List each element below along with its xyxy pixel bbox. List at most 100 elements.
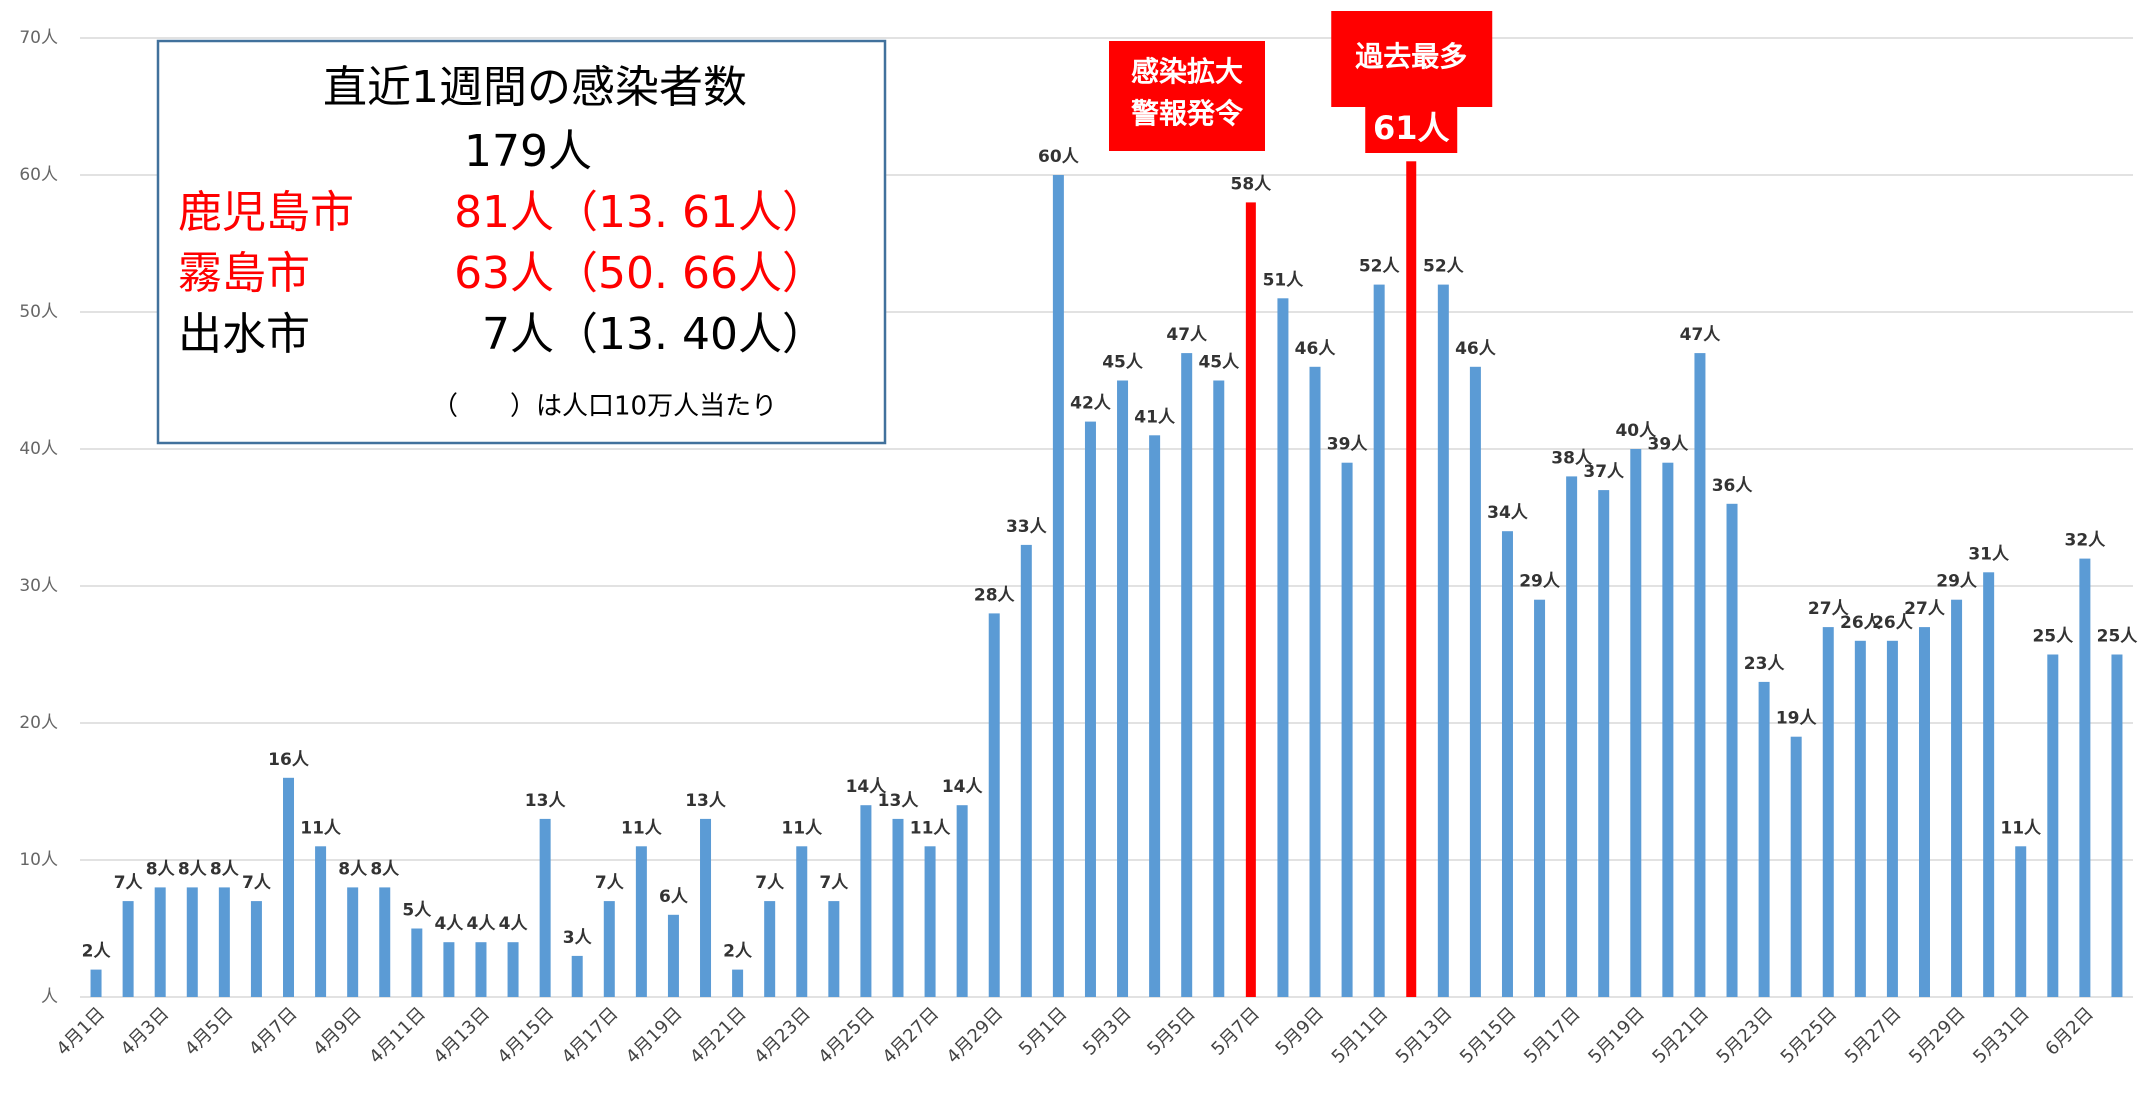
bar [1630,449,1642,997]
x-tick-label: 4月13日 [429,1003,494,1068]
data-label: 5人 [402,901,432,921]
y-tick-label: 40人 [19,439,58,459]
info-title: 直近1週間の感染者数 [323,62,747,113]
data-label: 6人 [659,887,689,907]
bar [379,887,391,997]
info-row-name: 霧島市 [178,248,310,299]
bar [1213,380,1225,997]
info-box [156,39,887,445]
bar [1790,736,1802,997]
data-label: 13人 [685,791,727,811]
bar [1373,284,1385,998]
data-label: 4人 [467,914,497,934]
data-label: 42人 [1070,394,1112,414]
bar [1534,599,1546,997]
bar [700,818,712,997]
x-tick-label: 5月9日 [1272,1003,1329,1060]
data-label: 29人 [1519,572,1561,592]
y-tick-label: 50人 [19,302,58,322]
data-label: 27人 [1904,599,1946,619]
data-label: 8人 [178,859,208,879]
data-label: 46人 [1455,339,1497,359]
bar [347,887,359,997]
data-label: 2人 [82,942,112,962]
data-label: 31人 [1968,544,2010,564]
bar [2111,654,2123,997]
x-tick-label: 5月25日 [1777,1003,1842,1068]
bar [218,887,230,997]
data-label: 27人 [1808,599,1850,619]
info-total: 179人 [464,126,592,177]
data-label: 13人 [878,791,920,811]
bar [571,955,583,997]
bar [1983,572,1995,997]
info-row-value: 63人（50. 66人） [454,248,826,299]
x-tick-label: 5月3日 [1079,1003,1136,1060]
x-tick-label: 4月19日 [622,1003,687,1068]
data-label: 14人 [846,777,888,797]
y-tick-label: 60人 [19,165,58,185]
bar [828,901,840,997]
data-label: 7人 [755,873,785,893]
x-tick-label: 4月11日 [365,1003,430,1068]
data-label: 58人 [1231,174,1273,194]
bar [186,887,198,997]
x-tick-label: 4月21日 [686,1003,751,1068]
data-label: 52人 [1359,257,1401,277]
x-tick-label: 5月13日 [1392,1003,1457,1068]
bar [1854,640,1866,997]
x-tick-label: 4月25日 [814,1003,879,1068]
data-label: 8人 [210,859,240,879]
data-label: 4人 [499,914,529,934]
info-row-value: 81人（13. 61人） [454,187,826,238]
x-tick-label: 4月29日 [943,1003,1008,1068]
data-label: 47人 [1680,325,1722,345]
x-tick-label: 4月1日 [53,1003,110,1060]
data-label: 37人 [1583,462,1625,482]
bar [1437,284,1449,998]
bar [667,914,679,997]
bar [732,969,744,997]
bar [1501,531,1513,997]
x-tick-label: 4月7日 [245,1003,302,1060]
bar [90,969,102,997]
bar [2047,654,2059,997]
x-tick-label: 5月7日 [1207,1003,1264,1060]
y-tick-label: 10人 [19,850,58,870]
callout-box [1109,41,1265,151]
bar [796,846,808,997]
data-label: 32人 [2065,531,2107,551]
x-tick-label: 5月11日 [1328,1003,1393,1068]
bar [635,846,647,997]
x-tick-label: 5月15日 [1456,1003,1521,1068]
data-label: 7人 [114,873,144,893]
bar [475,942,487,997]
data-label: 8人 [338,859,368,879]
bar [315,846,327,997]
x-tick-label: 5月21日 [1648,1003,1713,1068]
x-tick-label: 5月27日 [1841,1003,1906,1068]
callout-box [1365,105,1458,153]
bar [283,777,295,997]
data-label: 7人 [819,873,849,893]
bar [250,901,262,997]
bar [1886,640,1898,997]
x-tick-label: 5月23日 [1713,1003,1778,1068]
data-label: 28人 [974,585,1016,605]
data-label: 26人 [1840,613,1882,633]
data-label: 8人 [370,859,400,879]
x-tick-label: 4月9日 [309,1003,366,1060]
y-tick-label: 30人 [19,576,58,596]
data-label: 39人 [1648,435,1690,455]
y-tick-label: 人 [41,987,58,1007]
data-label: 46人 [1295,339,1337,359]
bar [1726,503,1738,997]
x-tick-label: 5月19日 [1584,1003,1649,1068]
x-tick-label: 4月17日 [558,1003,623,1068]
x-tick-label: 4月23日 [750,1003,815,1068]
info-row-name: 出水市 [178,309,310,360]
bar [892,818,904,997]
x-tick-label: 5月5日 [1143,1003,1200,1060]
data-label: 34人 [1487,503,1529,523]
data-label: 45人 [1198,353,1240,373]
